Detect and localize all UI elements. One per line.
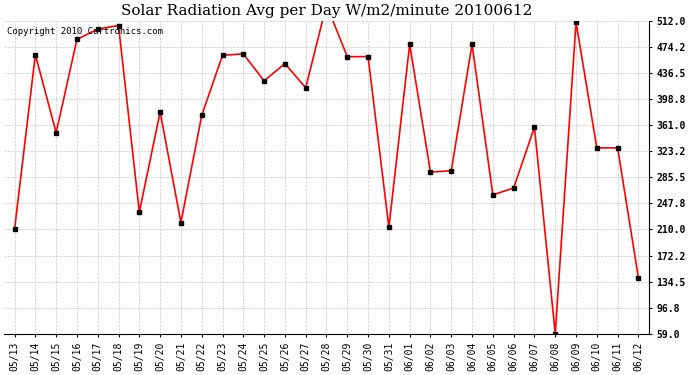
Text: Copyright 2010 Cartronics.com: Copyright 2010 Cartronics.com — [8, 27, 164, 36]
Title: Solar Radiation Avg per Day W/m2/minute 20100612: Solar Radiation Avg per Day W/m2/minute … — [121, 4, 532, 18]
